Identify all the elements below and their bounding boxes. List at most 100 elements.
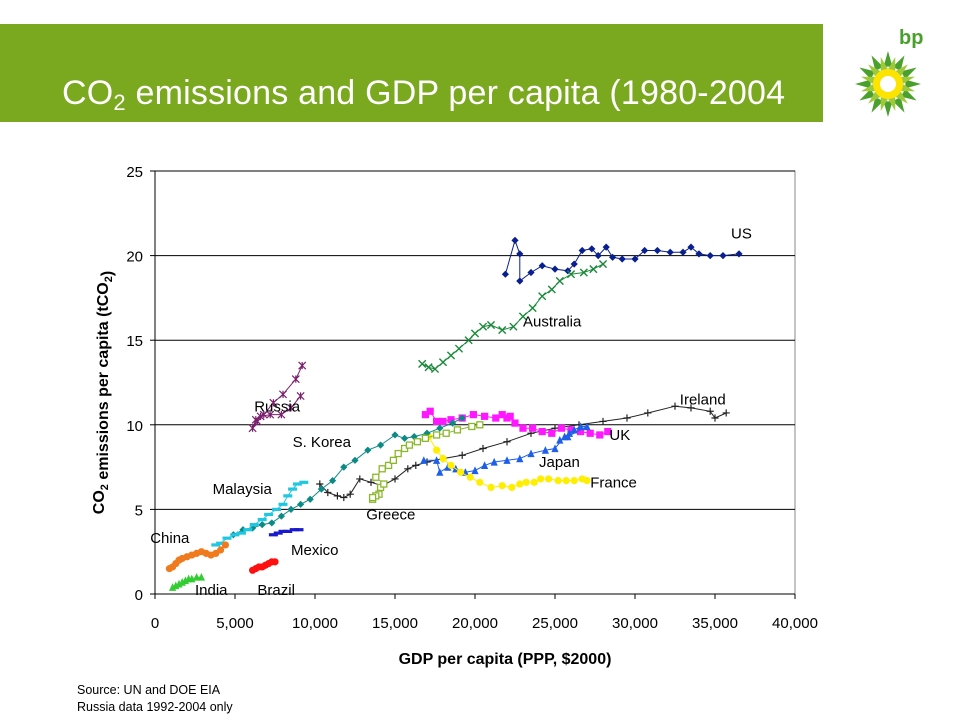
data-point (519, 424, 527, 432)
helios-petal (892, 55, 905, 72)
data-point (492, 414, 500, 422)
series-label: Malaysia (213, 481, 273, 498)
x-tick-label: 25,000 (532, 615, 578, 632)
data-point (264, 512, 274, 517)
helios-petal (859, 67, 876, 80)
data-point (458, 414, 466, 422)
data-point (340, 493, 348, 502)
data-point (291, 375, 300, 384)
data-point (439, 455, 447, 463)
data-point (454, 344, 464, 353)
data-point (578, 246, 586, 255)
helios-petal (883, 51, 893, 67)
helios-petal (855, 79, 871, 89)
helios-petal (888, 97, 896, 111)
helios-petal (861, 76, 875, 84)
data-point (405, 441, 414, 449)
data-point (438, 358, 448, 367)
data-point (346, 490, 354, 498)
data-point (527, 449, 535, 458)
data-point (421, 434, 430, 442)
data-point (577, 422, 585, 431)
series-label: Brazil (257, 582, 295, 599)
data-point (286, 403, 296, 412)
data-point (566, 270, 576, 279)
data-point (268, 519, 276, 527)
helios-icon (855, 51, 921, 117)
data-point (579, 268, 588, 277)
data-point (464, 336, 473, 345)
series-label: Japan (539, 454, 580, 471)
data-point (498, 482, 506, 490)
data-point (391, 431, 399, 439)
data-point (687, 404, 695, 412)
y-axis-title: CO2 emissions per capita (tCO2) (91, 271, 116, 514)
data-point (529, 424, 537, 432)
helios-petal (905, 79, 921, 89)
y-tick-label: 0 (135, 587, 143, 604)
source-line-2: Russia data 1992-2004 only (77, 700, 233, 714)
series-japan: Japan (420, 422, 591, 476)
data-point (466, 473, 474, 481)
data-point (421, 411, 429, 419)
data-point (272, 507, 282, 511)
x-tick-label: 30,000 (612, 615, 658, 632)
series-label: S. Korea (293, 434, 352, 451)
data-point (609, 253, 617, 261)
data-point (538, 292, 547, 301)
data-point (562, 477, 570, 485)
data-point (317, 485, 325, 493)
data-point (538, 262, 546, 270)
data-point (351, 456, 359, 464)
data-point (372, 473, 380, 481)
helios-petal (895, 91, 908, 104)
data-point (222, 536, 232, 540)
data-point (432, 431, 441, 439)
data-point (442, 429, 450, 437)
y-tick-label: 5 (135, 502, 143, 519)
data-point (394, 449, 402, 458)
data-point (516, 454, 524, 463)
x-tick-label: 5,000 (216, 615, 254, 632)
data-point (598, 259, 608, 269)
data-point (278, 502, 288, 506)
data-point (511, 236, 519, 244)
data-point (641, 246, 649, 255)
data-point (268, 533, 278, 537)
data-point (436, 468, 444, 476)
data-point (439, 417, 447, 426)
data-point (567, 426, 575, 434)
data-point (216, 541, 226, 545)
data-point (413, 438, 422, 446)
bp-logo: bp (850, 24, 930, 124)
series-mexico: Mexico (268, 528, 339, 559)
data-point (556, 435, 564, 444)
data-point (618, 255, 626, 263)
data-point (503, 456, 511, 464)
data-point (570, 425, 578, 434)
data-point (538, 427, 546, 436)
data-point (420, 456, 428, 464)
data-point (469, 411, 477, 419)
data-point (486, 320, 496, 330)
data-point (506, 412, 514, 420)
data-point (426, 407, 434, 415)
data-point (273, 531, 283, 535)
data-point (706, 407, 714, 415)
data-point (278, 390, 288, 399)
data-point (249, 523, 259, 527)
data-point (548, 429, 556, 437)
data-point (470, 329, 480, 338)
bp-logo-text: bp (899, 27, 924, 49)
data-point (602, 243, 610, 251)
series-greece: Greece (366, 421, 484, 524)
data-point (516, 277, 524, 285)
data-point (251, 415, 260, 424)
helios-petal (871, 96, 884, 113)
data-point (368, 493, 377, 502)
data-point (211, 543, 221, 547)
data-point (596, 431, 604, 439)
data-point (666, 248, 674, 256)
helios-petal (901, 84, 915, 92)
